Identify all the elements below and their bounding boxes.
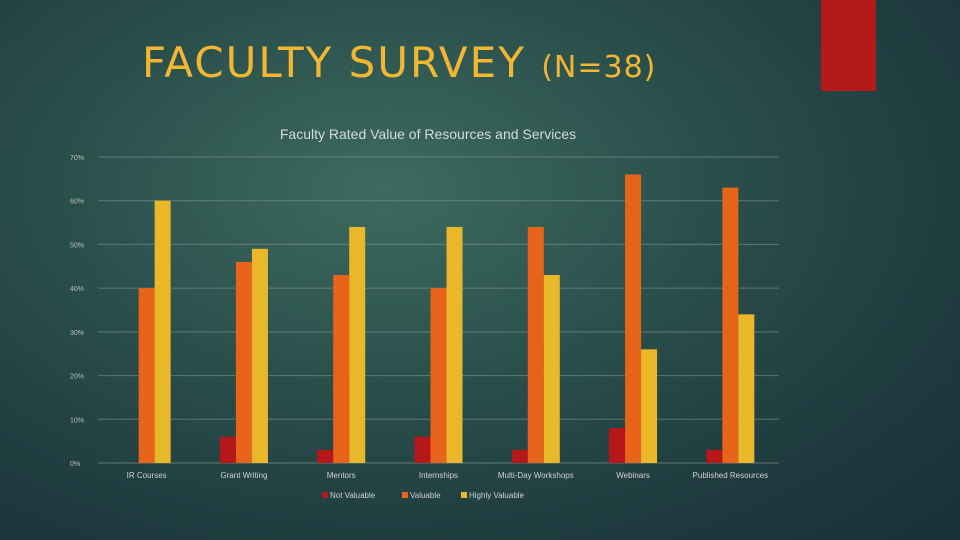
slide-title-main: FACULTY SURVEY <box>142 38 526 87</box>
y-tick-label: 20% <box>70 374 84 381</box>
slide-title: FACULTY SURVEY (N=38) <box>142 38 656 87</box>
y-tick-label: 40% <box>70 286 84 293</box>
bar-not-valuable <box>219 436 236 463</box>
bar-valuable <box>138 288 155 463</box>
legend-label: Valuable <box>410 491 441 500</box>
x-tick-label: Internships <box>419 471 458 480</box>
legend-label: Not Valuable <box>330 491 376 500</box>
bar-not-valuable <box>511 449 528 463</box>
y-tick-label: 10% <box>70 417 84 424</box>
x-tick-label: Published Resources <box>693 471 769 480</box>
x-tick-label: Webinars <box>616 471 650 480</box>
y-tick-label: 30% <box>70 330 84 337</box>
bar-valuable <box>333 275 350 463</box>
bar-highly-valuable <box>738 314 755 463</box>
bar-valuable <box>235 261 252 463</box>
y-tick-label: 0% <box>70 461 80 468</box>
bar-not-valuable <box>609 428 626 463</box>
bar-highly-valuable <box>446 226 463 463</box>
bar-highly-valuable <box>641 349 658 463</box>
bar-valuable <box>625 174 642 463</box>
accent-block <box>821 0 876 91</box>
bar-not-valuable <box>414 436 431 463</box>
slide-title-sub: (N=38) <box>541 50 657 85</box>
bar-valuable <box>430 288 447 463</box>
x-tick-label: Mentors <box>327 471 356 480</box>
chart-title: Faculty Rated Value of Resources and Ser… <box>280 126 576 142</box>
bar-highly-valuable <box>154 200 171 463</box>
x-tick-label: Multi-Day Workshops <box>498 471 574 480</box>
y-tick-label: 50% <box>70 242 84 249</box>
bar-highly-valuable <box>349 226 366 463</box>
legend-swatch <box>402 492 408 498</box>
bar-not-valuable <box>706 449 723 463</box>
legend-label: Highly Valuable <box>469 491 525 500</box>
x-tick-label: IR Courses <box>127 471 167 480</box>
bar-not-valuable <box>317 449 334 463</box>
bar-valuable <box>527 226 544 463</box>
y-tick-label: 70% <box>70 155 84 162</box>
legend-swatch <box>461 492 467 498</box>
legend-swatch <box>322 492 328 498</box>
bar-valuable <box>722 187 739 463</box>
bar-highly-valuable <box>251 248 268 463</box>
bar-highly-valuable <box>543 275 560 463</box>
x-tick-label: Grant Writing <box>220 471 267 480</box>
y-tick-label: 60% <box>70 199 84 206</box>
